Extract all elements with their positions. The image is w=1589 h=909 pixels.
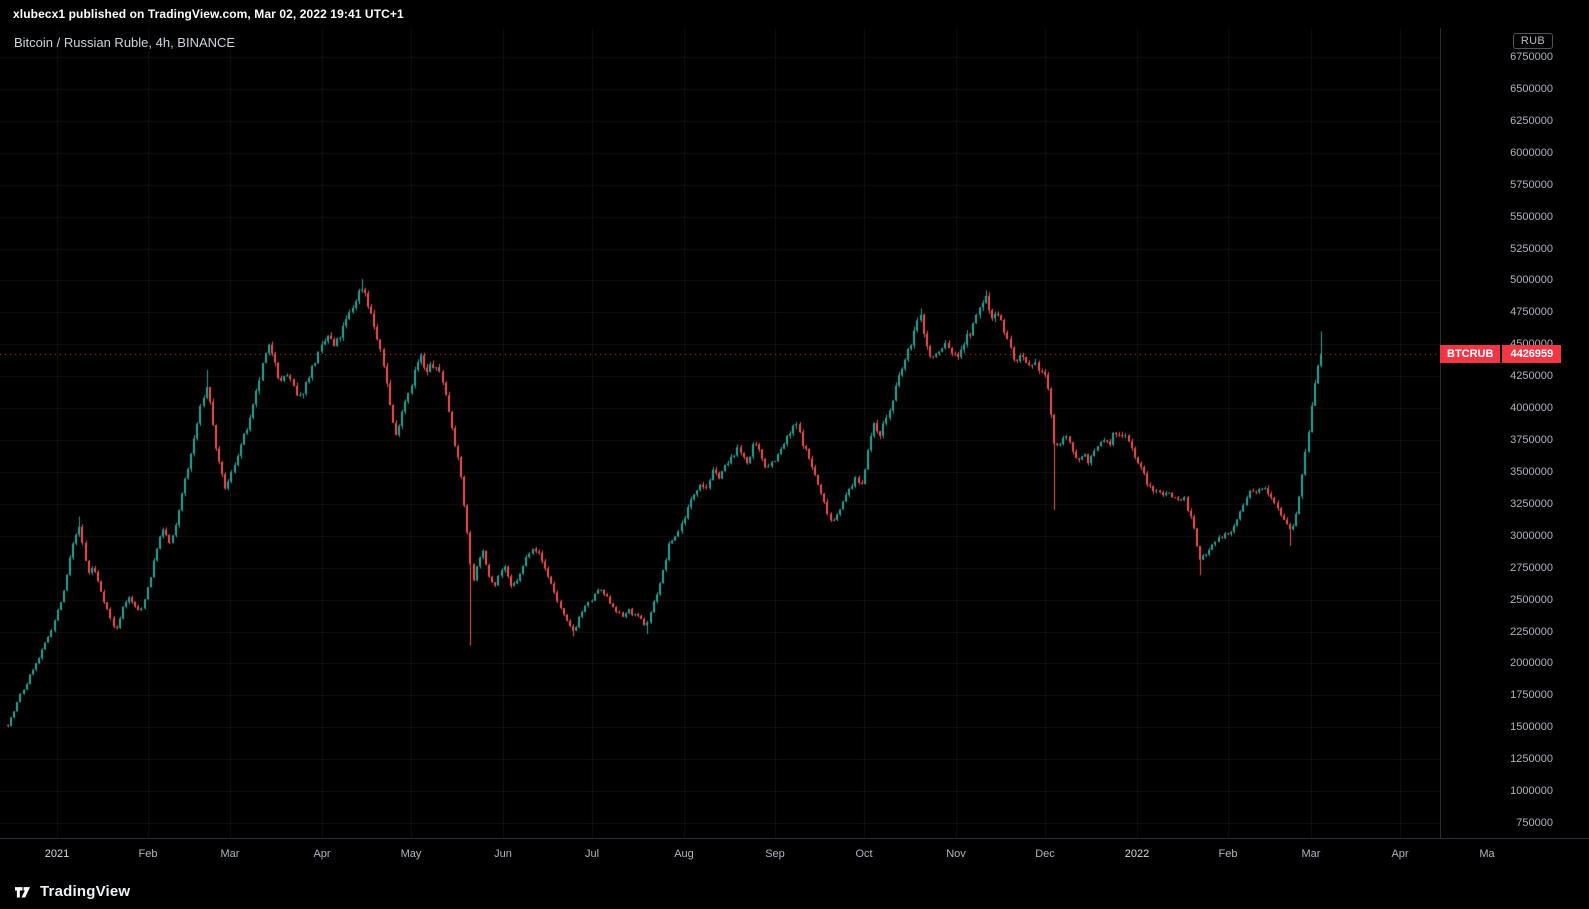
price-tick-label: 5250000: [1510, 242, 1553, 255]
time-axis-label: 2022: [1124, 848, 1150, 860]
attribution-bar: xlubecx1 published on TradingView.com, M…: [0, 0, 1589, 28]
price-tick-label: 1250000: [1510, 753, 1553, 766]
time-axis-label: Feb: [1218, 848, 1238, 860]
price-tick-label: 4750000: [1510, 306, 1553, 319]
time-axis-label: Ma: [1479, 848, 1495, 860]
time-axis-label: Mar: [220, 848, 240, 860]
price-tick-label: 5500000: [1510, 210, 1553, 223]
price-tick-label: 3250000: [1510, 497, 1553, 510]
time-axis[interactable]: 2021 Feb Mar Apr May Jun Jul Aug Sep Oct Nov Dec 202…: [0, 838, 1589, 873]
price-tick-label: 6000000: [1510, 146, 1553, 159]
price-tick-label: 6500000: [1510, 82, 1553, 95]
time-axis-label: Dec: [1035, 848, 1055, 860]
attribution-text: xlubecx1 published on TradingView.com, M…: [13, 7, 404, 21]
tradingview-brand[interactable]: TradingView: [40, 882, 131, 900]
time-axis-label: Nov: [946, 848, 966, 860]
last-price-tag: BTCRUB 4426959: [1440, 344, 1562, 363]
time-axis-label: 2021: [44, 848, 70, 860]
time-axis-label: Feb: [138, 848, 158, 860]
price-tick-label: 6750000: [1510, 51, 1553, 63]
price-tick-label: 2250000: [1510, 625, 1553, 638]
price-tick-label: 3750000: [1510, 434, 1553, 446]
last-price-tag-symbol: BTCRUB: [1440, 344, 1501, 363]
time-axis-label: Apr: [1391, 848, 1409, 860]
time-axis-label: May: [400, 848, 422, 860]
price-tick-label: 6250000: [1510, 114, 1553, 127]
price-tick-label: 1750000: [1510, 689, 1553, 702]
price-tick-label: 3000000: [1510, 529, 1553, 542]
price-tick-label: 3500000: [1510, 465, 1553, 478]
price-axis-separator: [1440, 28, 1441, 838]
price-tick-label: 5000000: [1510, 274, 1553, 287]
last-price-tag-divider: [1500, 344, 1503, 363]
price-tick-label: 4250000: [1510, 370, 1553, 383]
quote-currency-badge[interactable]: RUB: [1512, 33, 1553, 49]
price-tick-label: 5750000: [1510, 178, 1553, 191]
time-axis-label: Mar: [1301, 848, 1321, 860]
price-tick-label: 2500000: [1510, 593, 1553, 606]
footer-bar: TradingView: [0, 873, 1589, 909]
price-tick-label: 4000000: [1510, 402, 1553, 415]
chart-plot-area[interactable]: Bitcoin / Russian Ruble, 4h, BINANCE: [0, 28, 1440, 838]
symbol-title: Bitcoin / Russian Ruble, 4h, BINANCE: [14, 35, 236, 50]
time-axis-label: Jun: [494, 848, 512, 860]
price-tick-label: 2000000: [1510, 657, 1553, 670]
last-price-tag-value: 4426959: [1502, 344, 1562, 363]
price-tick-label: 1500000: [1510, 721, 1553, 734]
price-tick-label: 2750000: [1510, 561, 1553, 574]
time-axis-label: Jul: [584, 848, 600, 860]
price-tick-label: 750000: [1516, 817, 1553, 829]
time-axis-label: Apr: [313, 848, 331, 860]
price-axis[interactable]: RUB BTCRUB 4426959 6750000 6500000 6250000…: [1440, 28, 1589, 838]
price-tick-label: 1000000: [1510, 785, 1553, 798]
time-axis-label: Sep: [765, 848, 785, 860]
time-axis-label: Aug: [674, 848, 694, 860]
tradingview-logo-icon[interactable]: [13, 882, 32, 901]
candlestick-chart-canvas[interactable]: [0, 28, 1440, 838]
time-axis-label: Oct: [855, 848, 873, 860]
